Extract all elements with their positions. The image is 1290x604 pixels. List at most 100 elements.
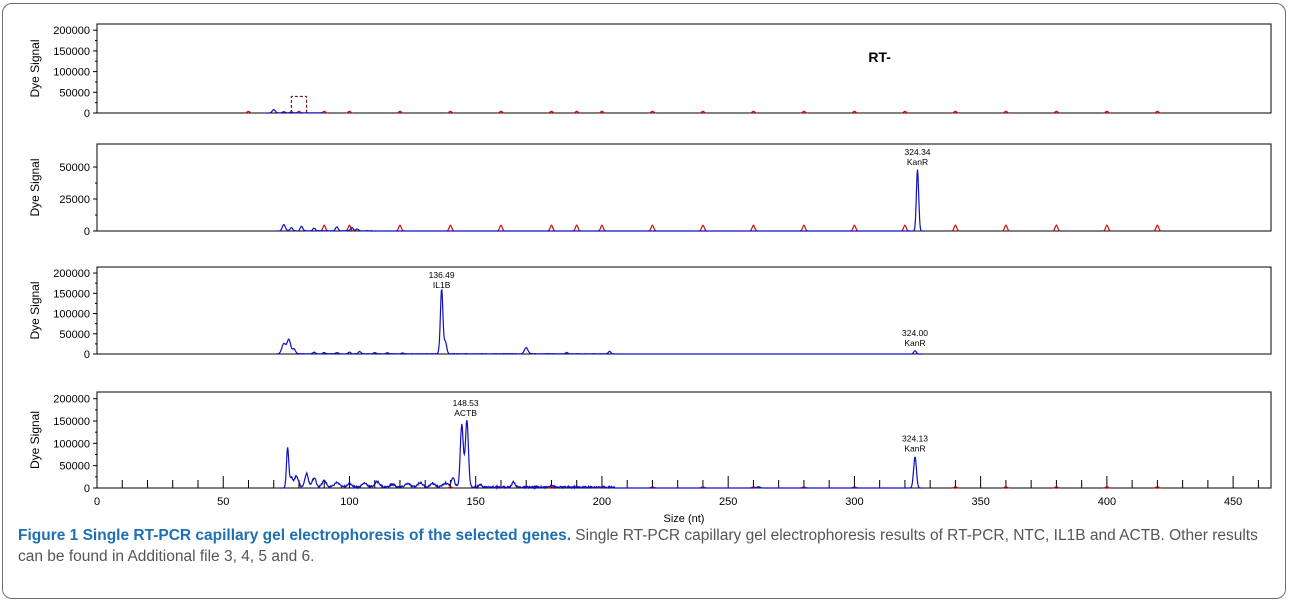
peak-size-label: 324.34	[905, 147, 931, 157]
ladder-peak	[1153, 486, 1162, 489]
ladder-peak	[598, 110, 606, 114]
panel-frame	[96, 391, 1272, 489]
x-tick-label: 0	[94, 496, 100, 508]
x-tick-label: 350	[971, 496, 989, 508]
y-axis-label: Dye Signal	[28, 158, 42, 216]
ladder-peak	[547, 486, 556, 489]
x-axis-label: Size (nt)	[664, 513, 705, 525]
y-tick-label: 50000	[59, 162, 90, 174]
ladder-peak	[345, 224, 354, 232]
peak-name-label: ACTB	[454, 408, 477, 418]
panel-label: RT-	[868, 49, 891, 65]
marker-box	[290, 95, 308, 113]
signal-trace	[266, 108, 324, 114]
ladder-peak	[572, 224, 581, 232]
y-tick-label: 200000	[53, 25, 90, 37]
ladder-peak	[1052, 224, 1061, 232]
y-tick-label: 200000	[53, 268, 90, 280]
ladder-peak	[1153, 110, 1162, 114]
ladder-peak	[1002, 486, 1010, 489]
ladder-peak	[446, 486, 455, 489]
x-tick-label: 50	[217, 496, 229, 508]
panel-1: 0 50000 100000 150000 200000 Dye Signal RT-	[28, 23, 1272, 120]
y-tick-label: 50000	[59, 87, 90, 99]
peak-size-label: 136.49	[429, 270, 455, 280]
ladder-peak	[951, 224, 960, 232]
peak-size-label: 324.13	[902, 434, 928, 444]
y-tick-label: 0	[84, 349, 90, 361]
peak-name-label: KanR	[904, 444, 925, 454]
ladder-peak	[648, 110, 657, 114]
ladder-peak	[1103, 110, 1111, 114]
ladder-peak	[497, 224, 505, 232]
y-tick-label: 50000	[59, 461, 90, 473]
y-tick-label: 50000	[59, 329, 90, 341]
ladder-peak	[799, 224, 808, 232]
x-tick-label: 200	[593, 496, 611, 508]
signal-trace	[280, 420, 923, 491]
x-tick-label: 250	[719, 496, 737, 508]
ladder-peak	[698, 224, 707, 232]
panel-3: 0 50000 100000 150000 200000 Dye Signal 136.49…	[28, 266, 1272, 361]
panel-frame	[96, 23, 1272, 114]
peak-name-label: KanR	[904, 338, 925, 348]
ladder-peak	[850, 110, 859, 114]
ladder-peak	[648, 224, 657, 232]
figure-caption: Figure 1 Single RT-PCR capillary gel ele…	[18, 525, 1268, 567]
peak-name-label: KanR	[907, 157, 928, 167]
y-tick-label: 0	[84, 108, 90, 120]
peak-size-label: 148.53	[453, 398, 479, 408]
panel-frame	[96, 266, 1272, 355]
ladder-peak	[1052, 110, 1061, 114]
y-axis-label: Dye Signal	[28, 39, 42, 97]
panel-4: 0 50000 100000 150000 200000 Dye Signal 0 50 100…	[28, 391, 1272, 525]
ladder-peak	[446, 110, 455, 114]
signal-trace	[276, 288, 923, 355]
ladder-peak	[749, 110, 758, 114]
y-tick-label: 0	[84, 226, 90, 238]
ladder-peak	[396, 110, 404, 114]
ladder-peak	[900, 224, 909, 232]
peak-size-label: 324.00	[902, 328, 928, 338]
ladder-peak	[446, 224, 455, 232]
y-axis-label: Dye Signal	[28, 281, 42, 339]
caption-title: Figure 1 Single RT-PCR capillary gel ele…	[18, 527, 571, 544]
ladder-peak	[598, 224, 606, 232]
signal-trace	[276, 169, 926, 232]
y-tick-label: 200000	[53, 394, 90, 406]
ladder-peak	[951, 486, 960, 489]
x-tick-label: 300	[845, 496, 863, 508]
ladder-peak	[396, 224, 404, 232]
ladder-peak	[1103, 486, 1111, 489]
y-tick-label: 100000	[53, 438, 90, 450]
x-tick-label: 400	[1098, 496, 1116, 508]
y-tick-label: 150000	[53, 46, 90, 58]
x-tick-label: 450	[1224, 496, 1242, 508]
ladder-peak	[547, 110, 556, 114]
ladder-peak	[850, 224, 859, 232]
y-tick-label: 0	[84, 483, 90, 495]
ladder-peak	[547, 224, 556, 232]
ladder-peak	[1001, 224, 1010, 232]
y-tick-label: 25000	[59, 194, 90, 206]
panel-frame	[96, 143, 1272, 232]
y-tick-label: 100000	[53, 309, 90, 321]
x-tick-label: 100	[340, 496, 358, 508]
ladder-peak	[1153, 224, 1162, 232]
ladder-peak	[1002, 110, 1010, 114]
figure-frame	[2, 3, 1286, 599]
ladder-peak	[749, 224, 758, 232]
ladder-peak	[800, 110, 808, 114]
ladder-peak	[1102, 224, 1111, 232]
x-tick-label: 150	[467, 496, 485, 508]
caption-text: Single RT-PCR capillary gel electrophore…	[18, 527, 1258, 565]
y-tick-label: 150000	[53, 288, 90, 300]
ladder-peak	[1052, 486, 1061, 489]
peak-name-label: IL1B	[433, 280, 451, 290]
y-tick-label: 150000	[53, 416, 90, 428]
ladder-peak	[345, 110, 354, 114]
y-tick-label: 100000	[53, 67, 90, 79]
ladder-peak	[572, 110, 581, 114]
